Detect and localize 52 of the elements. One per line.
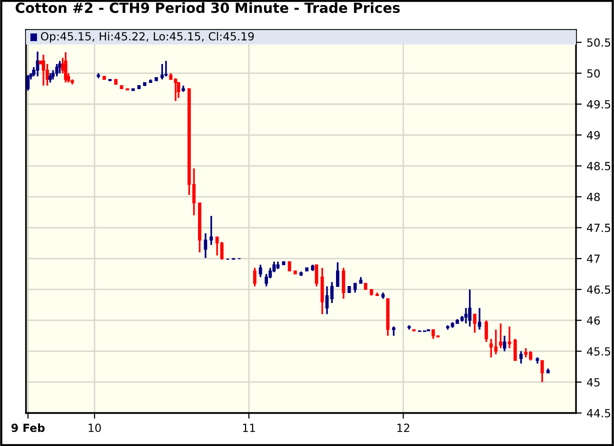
candlestick bbox=[499, 322, 502, 349]
candlestick bbox=[55, 63, 59, 78]
x-tick-label: 10 bbox=[88, 424, 101, 432]
candlestick bbox=[160, 63, 164, 80]
candlestick bbox=[42, 54, 46, 86]
candlestick bbox=[502, 334, 506, 352]
x-tick-label: 11 bbox=[243, 424, 255, 432]
candlestick bbox=[64, 51, 68, 84]
y-tick-label: 48.5 bbox=[586, 162, 610, 170]
candlestick bbox=[353, 282, 357, 294]
x-tick-label: 9 Feb bbox=[11, 423, 45, 432]
candlestick bbox=[519, 350, 523, 364]
y-tick-label: 49.5 bbox=[586, 100, 610, 109]
candlestick bbox=[288, 261, 292, 272]
y-tick-label: 46.5 bbox=[586, 285, 610, 294]
annotation: Op:45.15, Hi:45.22, Lo:45.15, Cl:45.19 bbox=[40, 32, 254, 43]
candlestick bbox=[464, 307, 468, 324]
y-tick-label: 50 bbox=[587, 69, 600, 78]
candlestick bbox=[330, 281, 334, 304]
candlestick bbox=[514, 338, 517, 362]
candlestick bbox=[210, 215, 213, 246]
candlestick bbox=[164, 60, 168, 78]
candlestick bbox=[392, 326, 396, 337]
candlestick bbox=[58, 60, 62, 74]
candlestick bbox=[176, 82, 180, 99]
candlestick bbox=[478, 307, 482, 330]
candlestick bbox=[336, 261, 340, 288]
chart-title: Cotton #2 - CTH9 Period 30 Minute - Trade Prices bbox=[16, 2, 400, 14]
y-tick-label: 47.5 bbox=[586, 224, 610, 232]
y-tick-label: 46 bbox=[586, 316, 600, 325]
x-tick-label: 12 bbox=[397, 424, 410, 432]
y-tick-label: 50.5 bbox=[587, 38, 610, 47]
y-tick-label: 48 bbox=[586, 192, 600, 202]
candlestick bbox=[540, 360, 544, 383]
candlestick bbox=[26, 74, 30, 92]
candlestick bbox=[258, 264, 262, 278]
candlestick bbox=[473, 313, 476, 334]
y-tick-label: 47 bbox=[586, 254, 600, 263]
candlestick bbox=[468, 288, 472, 328]
candlestick bbox=[48, 72, 52, 84]
candlestick bbox=[484, 320, 488, 343]
candlestick bbox=[508, 326, 512, 349]
y-tick-label: 49 bbox=[586, 130, 600, 140]
candlestick bbox=[36, 50, 40, 78]
y-tick-label: 44.5 bbox=[586, 409, 610, 418]
y-tick-label: 45.5 bbox=[586, 347, 610, 356]
candlestick bbox=[342, 266, 346, 300]
candlestick bbox=[325, 286, 329, 315]
y-tick-label: 45 bbox=[586, 378, 600, 386]
candlestick bbox=[314, 264, 318, 288]
candlestick bbox=[204, 232, 208, 259]
candlestick bbox=[253, 266, 256, 288]
